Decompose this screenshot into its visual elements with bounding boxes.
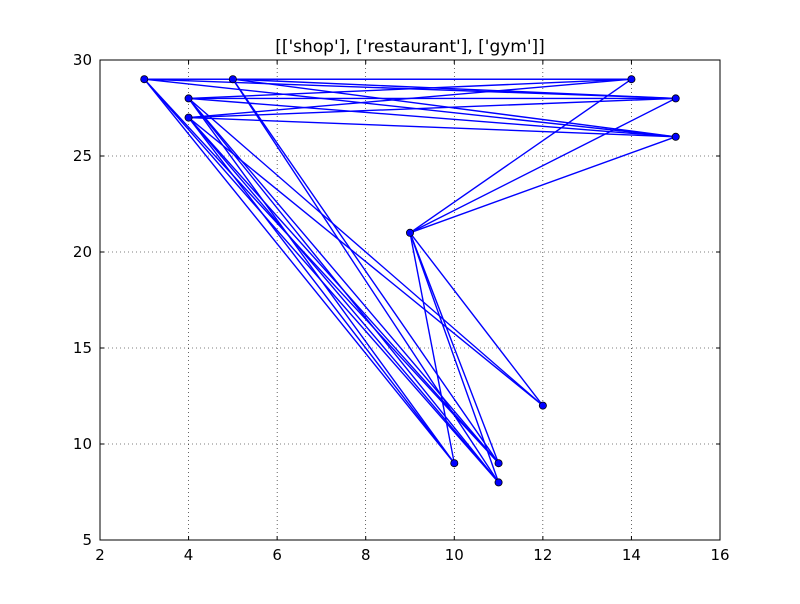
data-point [494,478,503,487]
y-tick-label: 10 [73,435,92,453]
series-line-segment [188,97,500,464]
data-point [184,113,193,122]
data-point [671,94,680,103]
grid [100,60,720,540]
data-point [184,94,193,103]
series-line-segment [409,78,632,234]
series-line-segment [188,97,455,464]
data-point [140,75,149,84]
series-line-segment [232,78,676,138]
series-line-segment [143,78,455,464]
x-tick-label: 14 [622,546,641,564]
series-line-segment [409,232,500,483]
data-point [538,401,547,410]
series-line-segment [188,117,455,464]
series-line-segment [188,78,632,100]
series-line-segment [188,116,676,138]
series-line-segment [188,97,676,138]
x-tick-label: 16 [710,546,729,564]
series-line-segment [188,117,500,483]
series-line-segment [409,232,500,464]
series-line-segment [188,117,544,407]
y-axis-tick-labels: 5 10 15 20 25 30 [73,51,92,549]
series-lines [143,78,677,483]
x-tick-label: 10 [445,546,464,564]
data-point [405,228,414,237]
y-tick-label: 30 [73,51,92,69]
x-tick-label: 4 [184,546,194,564]
y-tick-label: 5 [82,531,92,549]
x-tick-label: 2 [95,546,105,564]
series-line-segment [143,78,500,464]
x-tick-label: 8 [361,546,371,564]
series-line-segment [188,97,544,407]
series-line-segment [232,78,676,100]
data-point [671,132,680,141]
series-line-segment [409,232,455,464]
data-point [228,75,237,84]
data-point [450,459,459,468]
axis-ticks [99,59,721,541]
plot-frame [99,59,721,541]
y-tick-label: 25 [73,147,92,165]
series-line-segment [409,136,676,234]
series-line-segment [188,78,632,119]
series-line-segment [409,232,544,407]
series-markers [140,75,680,487]
series-line-segment [188,117,500,464]
series-line-segment [232,78,500,464]
x-tick-label: 12 [533,546,552,564]
series-line-segment [188,97,676,119]
y-tick-label: 15 [73,339,92,357]
x-tick-label: 6 [272,546,282,564]
series-line-segment [232,78,500,483]
chart-title: [['shop'], ['restaurant'], ['gym']] [275,37,545,57]
y-tick-label: 20 [73,243,92,261]
series-line-segment [144,78,676,138]
data-point [494,459,503,468]
data-point [627,75,636,84]
x-axis-tick-labels: 2 4 6 8 10 12 14 16 [95,546,729,564]
series-line-segment [409,97,677,234]
